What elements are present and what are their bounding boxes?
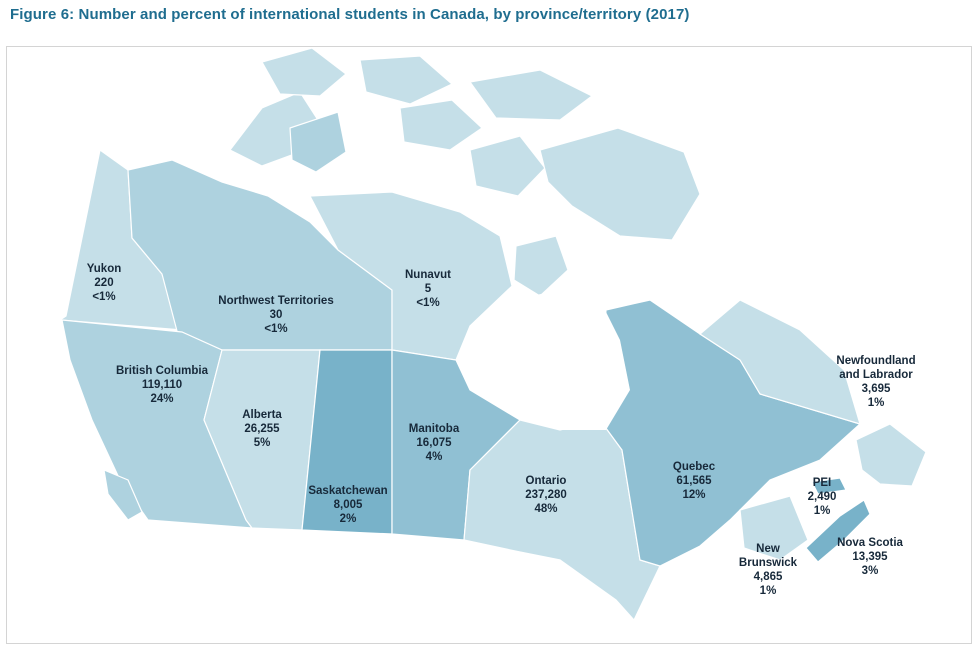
arctic-island (513, 235, 569, 297)
label-quebec: Quebec 61,565 12% (672, 461, 716, 501)
arctic-island (289, 111, 347, 173)
province-nb (739, 495, 809, 561)
arctic-island (261, 47, 347, 97)
label-manitoba: Manitoba 16,075 4% (408, 423, 460, 463)
province-nl-labrador (698, 299, 861, 425)
province-nunavut (309, 191, 513, 361)
label-pei: PEI 2,490 1% (807, 477, 837, 517)
label-nunavut: Nunavut 5 <1% (405, 269, 451, 309)
label-yukon: Yukon 220 <1% (86, 263, 122, 303)
province-nl-island (855, 423, 927, 487)
arctic-island (469, 135, 546, 197)
province-pei (811, 477, 847, 495)
arctic-island (539, 127, 701, 241)
label-saskatchewan: Saskatchewan 8,005 2% (308, 485, 388, 525)
arctic-island (359, 55, 454, 105)
label-nb: New Brunswick 4,865 1% (738, 543, 798, 597)
label-ns: Nova Scotia 13,395 3% (837, 537, 903, 577)
province-ns (805, 499, 871, 563)
label-alberta: Alberta 26,255 5% (242, 409, 282, 449)
island-vancouver (103, 469, 143, 521)
label-nl: Newfoundland and Labrador 3,695 1% (836, 355, 916, 409)
arctic-island (468, 69, 594, 121)
label-ontario: Ontario 237,280 48% (525, 475, 567, 515)
figure-title: Figure 6: Number and percent of internat… (10, 6, 690, 23)
hudson-bay (456, 290, 630, 430)
arctic-islands (229, 47, 701, 297)
label-bc: British Columbia 119,110 24% (115, 365, 209, 405)
arctic-island (399, 99, 483, 151)
label-nwt: Northwest Territories 30 <1% (218, 295, 334, 335)
